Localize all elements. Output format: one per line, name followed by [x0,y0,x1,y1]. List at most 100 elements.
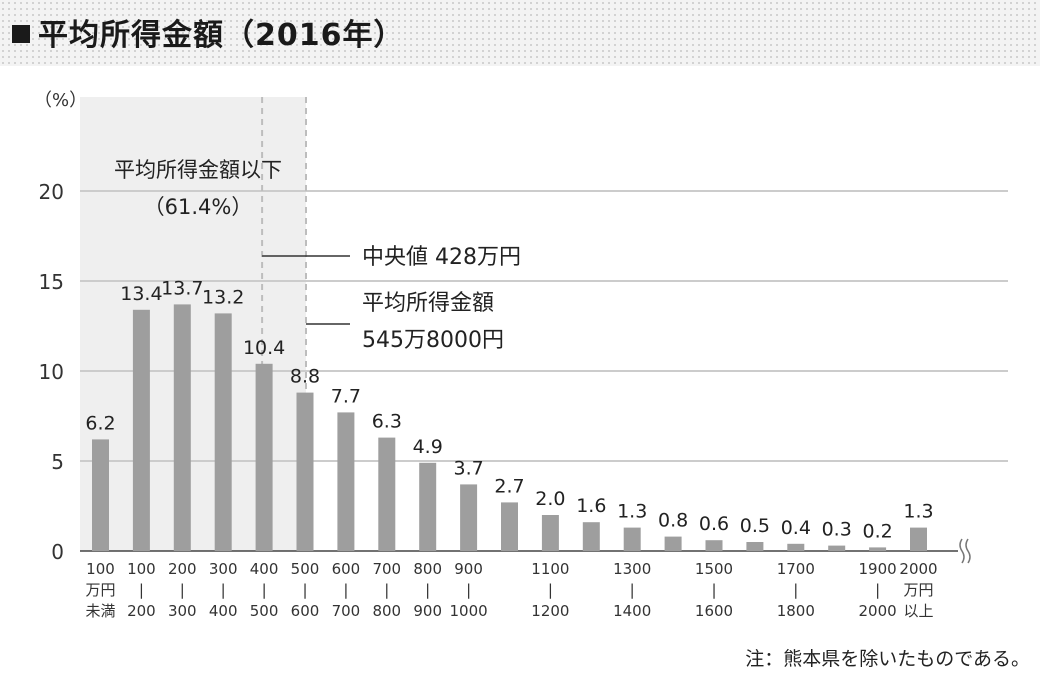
bar [623,527,641,551]
x-tick-label: 100 [127,560,156,578]
x-tick-label: 1400 [613,602,651,620]
bar-value-label: 0.3 [822,519,852,541]
bar [337,412,355,551]
bar [501,502,518,551]
x-tick-label: | [302,581,307,599]
y-axis-unit: （%） [34,90,87,111]
bar-value-label: 6.3 [372,411,402,433]
x-tick-label: | [548,581,553,599]
x-tick-label: 2000 [899,560,937,578]
bar [132,309,150,551]
median-label: 中央値 428万円 [362,245,521,270]
bar [910,527,927,551]
bar [541,515,559,551]
axis-break-mark [965,538,971,564]
x-tick-label: 万円 [85,581,115,599]
x-tick-label: 1000 [450,602,488,620]
bar-value-label: 0.8 [658,510,688,532]
y-tick-label: 10 [39,360,64,384]
x-tick-label: 300 [168,602,197,620]
x-tick-label: | [425,581,430,599]
x-tick-label: | [343,581,348,599]
axis-break-mark [959,538,965,564]
bar [214,313,232,551]
bar-value-label: 8.8 [290,366,320,388]
x-tick-label: 1300 [613,560,651,578]
bar-value-label: 7.7 [331,385,361,407]
bar-value-label: 1.3 [903,501,933,523]
bar [787,543,805,551]
bar [582,522,600,551]
x-tick-label: 600 [332,560,361,578]
bar-value-label: 1.3 [617,501,647,523]
x-tick-label: 300 [209,560,238,578]
x-tick-label: 1500 [695,560,733,578]
bar-value-label: 0.2 [862,520,892,542]
y-tick-label: 15 [39,270,64,294]
x-tick-label: 1100 [531,560,569,578]
chart-title-text: 平均所得金額（2016年） [38,18,405,53]
x-tick-label: 1800 [777,602,815,620]
x-tick-label: 700 [372,560,401,578]
bar [92,439,109,551]
x-tick-label: 万円 [903,581,933,599]
bar-value-label: 0.5 [740,515,770,537]
bar [296,392,314,551]
title-banner: 平均所得金額（2016年） [0,0,1040,66]
bar-value-label: 2.7 [494,475,524,497]
x-tick-label: 400 [250,560,279,578]
x-tick-label: 800 [372,602,401,620]
x-tick-label: | [221,581,226,599]
bar [664,536,682,551]
x-tick-label: 100 [86,560,115,578]
y-tick-label: 20 [39,180,64,204]
x-tick-label: 2000 [859,602,897,620]
bar [705,540,723,551]
x-tick-label: | [262,581,267,599]
bar-value-label: 4.9 [413,436,443,458]
bar-value-label: 0.4 [781,517,811,539]
x-tick-label: | [711,581,716,599]
bar-value-label: 2.0 [535,488,565,510]
x-tick-label: 900 [413,602,442,620]
x-tick-label: 800 [413,560,442,578]
x-tick-label: 1900 [859,560,897,578]
x-tick-label: | [139,581,144,599]
bar [173,304,191,551]
bar [255,363,273,551]
square-bullet-icon [12,24,30,43]
below-average-share: （61.4%） [144,195,253,219]
bar [746,542,764,551]
bar [460,484,478,551]
bar [828,545,846,551]
bar-value-label: 10.4 [243,337,285,359]
x-tick-label: | [875,581,880,599]
bar [419,462,437,551]
bar-value-label: 3.7 [453,457,483,479]
bar-value-label: 1.6 [576,495,606,517]
x-tick-label: 900 [454,560,483,578]
bar-value-label: 13.4 [120,283,162,305]
x-tick-label: 600 [291,602,320,620]
x-tick-label: 500 [250,602,279,620]
footnote: 注：熊本県を除いたものである。 [745,648,1030,670]
x-tick-label: 200 [168,560,197,578]
x-tick-label: 1200 [531,602,569,620]
bar [378,437,396,551]
mean-value-label: 545万8000円 [362,328,504,353]
x-tick-label: | [793,581,798,599]
x-tick-label: | [466,581,471,599]
x-tick-label: 1700 [777,560,815,578]
mean-label: 平均所得金額 [362,291,494,316]
y-tick-label: 0 [51,540,64,564]
below-average-label: 平均所得金額以下 [114,158,282,182]
bar-value-label: 6.2 [85,412,115,434]
chart-title: 平均所得金額（2016年） [12,10,405,54]
x-tick-label: | [180,581,185,599]
y-tick-label: 5 [51,450,64,474]
x-tick-label: | [630,581,635,599]
x-tick-label: 未満 [85,602,115,620]
bar-value-label: 0.6 [699,513,729,535]
bar-value-label: 13.2 [202,286,244,308]
